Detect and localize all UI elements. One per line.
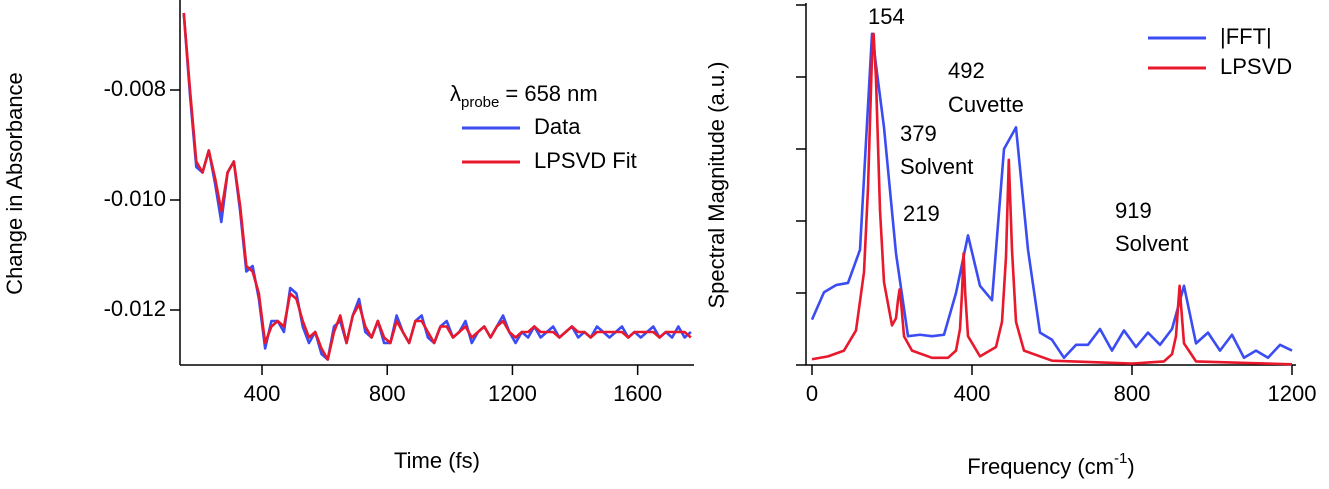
annotation: 154 xyxy=(868,4,905,29)
legend-title-part: λ xyxy=(450,81,461,106)
x-tick-label: 1200 xyxy=(488,381,537,406)
annotation: 492 xyxy=(948,58,985,83)
annotation: 379 xyxy=(900,121,937,146)
legend-label: |FFT| xyxy=(1220,24,1272,49)
y-tick-label: -0.010 xyxy=(104,186,166,211)
x-axis-label-part: -1 xyxy=(1114,450,1127,467)
legend-label: Data xyxy=(534,114,581,139)
legend-title-part: probe xyxy=(461,94,499,111)
x-tick-label: 400 xyxy=(244,381,281,406)
data-line xyxy=(182,12,692,361)
x-axis-label: Time (fs) xyxy=(394,448,480,473)
x-tick-label: 800 xyxy=(369,381,406,406)
annotation: Solvent xyxy=(1115,231,1188,256)
annotation: 219 xyxy=(903,201,940,226)
panel: 0 400 800 1200 Spectral Magnitude (a.u.) Freq… xyxy=(704,3,1317,479)
x-tick-label: 800 xyxy=(1114,381,1151,406)
x-axis-label-part: ) xyxy=(1127,454,1134,479)
x-axis-label: Frequency (cm-1) xyxy=(967,450,1134,478)
legend-title: λprobe = 658 nm xyxy=(450,81,598,112)
x-tick-label: 1200 xyxy=(1268,381,1317,406)
x-tick-label: 400 xyxy=(954,381,991,406)
y-axis-label: Spectral Magnitude (a.u.) xyxy=(704,61,729,308)
data-line xyxy=(810,32,1293,360)
legend-label: LPSVD xyxy=(1220,54,1292,79)
x-tick-label: 0 xyxy=(806,381,818,406)
annotation: 919 xyxy=(1115,198,1152,223)
x-tick-label: 1600 xyxy=(613,381,662,406)
legend-label: LPSVD Fit xyxy=(534,148,637,173)
legend-title-part: = 658 nm xyxy=(505,81,597,106)
panel: -0.008 -0.010 -0.012 400 800 1200 1600 Change i… xyxy=(2,0,694,473)
y-tick-label: -0.008 xyxy=(104,76,166,101)
y-axis-label: Change in Absorbance xyxy=(2,72,27,295)
data-line xyxy=(811,32,1293,366)
y-tick-label: -0.012 xyxy=(104,296,166,321)
x-axis-label-part: Frequency (cm xyxy=(967,454,1114,479)
annotation: Cuvette xyxy=(948,92,1024,117)
annotation: Solvent xyxy=(900,154,973,179)
